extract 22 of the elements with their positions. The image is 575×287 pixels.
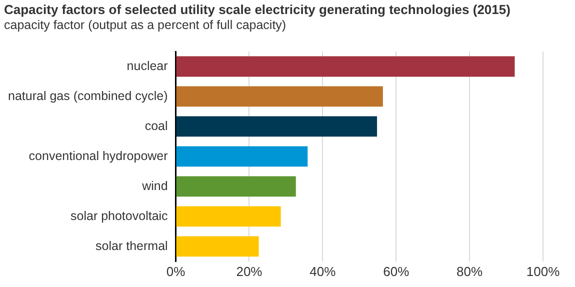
bar	[176, 146, 308, 167]
y-tick-label: nuclear	[126, 58, 168, 73]
x-tick-label: 60%	[383, 264, 410, 279]
y-tick-label: solar photovoltaic	[70, 208, 168, 223]
x-tick-label: 0%	[166, 264, 186, 279]
bar	[176, 236, 259, 257]
y-tick-label: coal	[144, 118, 168, 133]
chart-subtitle: capacity factor (output as a percent of full capacity)	[4, 18, 286, 32]
x-tick-label: 100%	[526, 264, 560, 279]
x-tick-label: 40%	[310, 264, 336, 279]
y-tick-label: wind	[141, 178, 168, 193]
y-tick-label: natural gas (combined cycle)	[8, 88, 168, 103]
bar	[176, 56, 515, 77]
bar	[176, 206, 281, 227]
bar	[176, 176, 296, 197]
chart-title: Capacity factors of selected utility scale electricity generating technologies (2015)	[4, 2, 510, 17]
x-tick-label: 20%	[236, 264, 263, 279]
bar	[176, 86, 383, 107]
y-tick-label: conventional hydropower	[28, 148, 168, 163]
x-tick-label: 80%	[456, 264, 484, 279]
y-tick-label: solar thermal	[96, 238, 168, 253]
bar	[176, 116, 378, 137]
